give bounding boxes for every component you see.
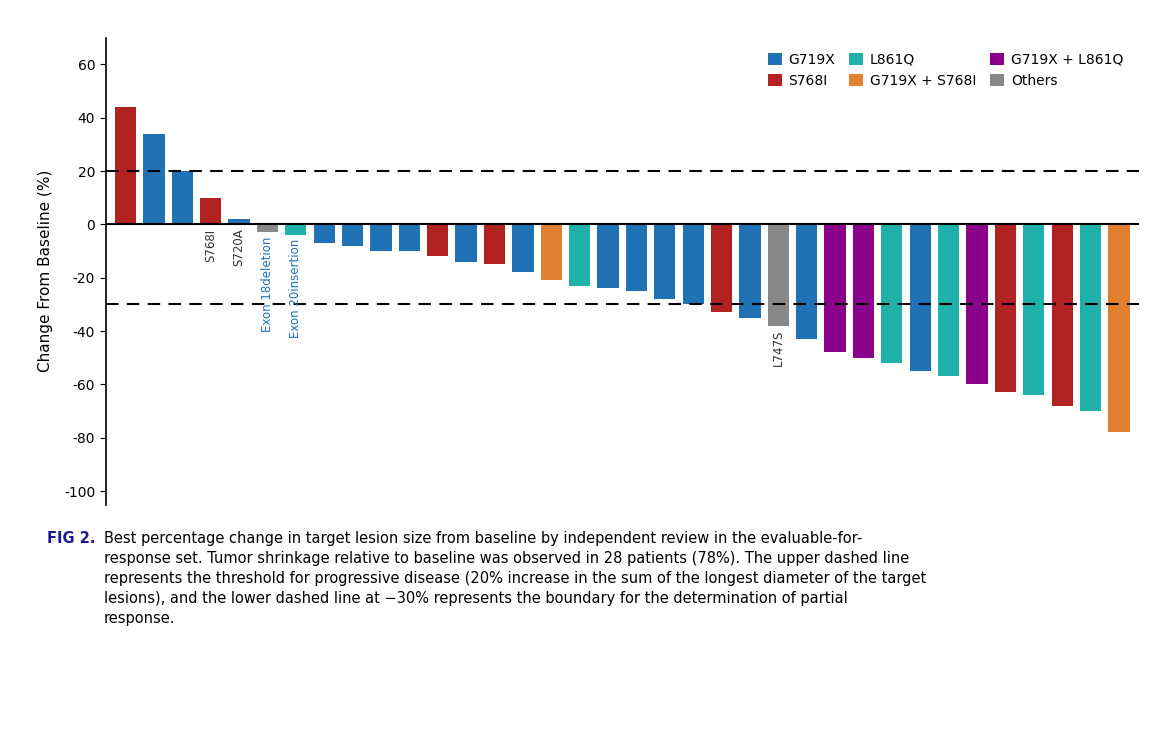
Bar: [285, 224, 306, 235]
Bar: [740, 224, 761, 318]
Bar: [342, 224, 363, 245]
Text: Exon 20insertion: Exon 20insertion: [289, 239, 303, 338]
Bar: [938, 224, 959, 376]
Bar: [569, 224, 591, 285]
Bar: [1108, 224, 1129, 432]
Text: S720A: S720A: [232, 228, 245, 266]
Text: L747S: L747S: [771, 330, 785, 366]
Text: FIG 2.: FIG 2.: [47, 532, 95, 547]
Bar: [852, 224, 875, 358]
Bar: [796, 224, 817, 339]
Text: S768I: S768I: [204, 228, 217, 261]
Bar: [1023, 224, 1045, 395]
Bar: [966, 224, 987, 385]
Bar: [1080, 224, 1101, 411]
Bar: [399, 224, 420, 251]
Bar: [229, 219, 250, 224]
Bar: [994, 224, 1016, 392]
Bar: [654, 224, 675, 299]
Bar: [456, 224, 477, 262]
Bar: [171, 171, 193, 224]
Bar: [143, 134, 164, 224]
Bar: [626, 224, 647, 291]
Text: Exon 18deletion: Exon 18deletion: [261, 236, 274, 332]
Bar: [115, 107, 136, 224]
Bar: [540, 224, 562, 280]
Bar: [370, 224, 392, 251]
Legend: G719X, S768I, L861Q, G719X + S768I, G719X + L861Q, Others: G719X, S768I, L861Q, G719X + S768I, G719…: [760, 44, 1132, 96]
Bar: [313, 224, 335, 243]
Bar: [768, 224, 789, 326]
Bar: [484, 224, 505, 264]
Bar: [598, 224, 619, 288]
Y-axis label: Change From Baseline (%): Change From Baseline (%): [38, 170, 53, 372]
Bar: [910, 224, 931, 371]
Bar: [512, 224, 533, 273]
Bar: [882, 224, 903, 363]
Bar: [1052, 224, 1073, 406]
Bar: [682, 224, 704, 304]
Bar: [257, 224, 278, 233]
Bar: [427, 224, 448, 257]
Bar: [200, 198, 222, 224]
Bar: [711, 224, 733, 312]
Text: Best percentage change in target lesion size from baseline by independent review: Best percentage change in target lesion …: [103, 532, 926, 626]
Bar: [824, 224, 845, 352]
